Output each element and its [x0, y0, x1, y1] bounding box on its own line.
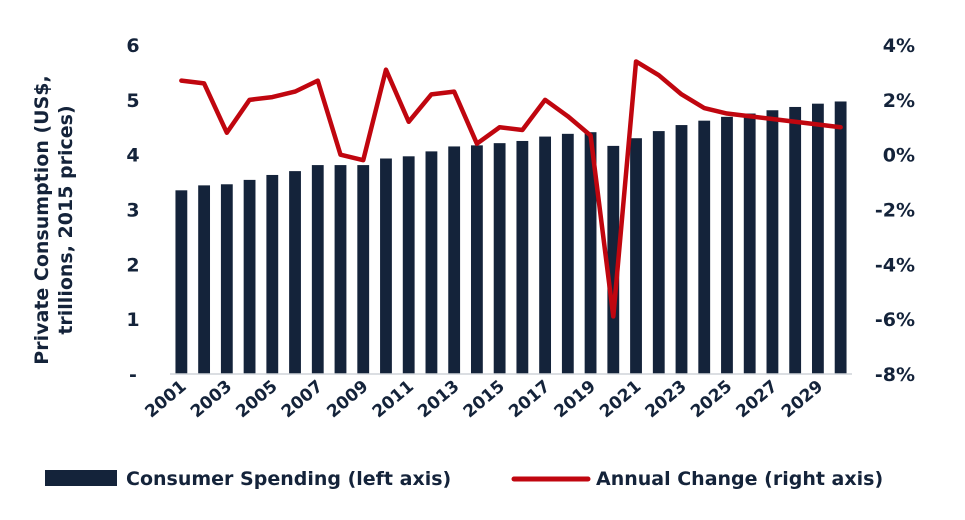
x-tick-label: 2023 — [642, 377, 691, 423]
legend-label-consumer-spending: Consumer Spending (left axis) — [126, 468, 451, 490]
bar-2016 — [516, 140, 529, 374]
x-tick-label: 2017 — [505, 377, 554, 423]
left-axis-ticks: - 1 2 3 4 5 6 — [126, 35, 139, 386]
left-tick-label: 1 — [126, 309, 139, 331]
left-tick-label: 4 — [126, 145, 139, 167]
bar-2014 — [470, 145, 483, 374]
line-series — [179, 59, 843, 319]
left-tick-label: 5 — [126, 90, 139, 112]
bar-2007 — [311, 165, 324, 374]
x-tick-label: 2015 — [460, 377, 509, 423]
bar-2012 — [425, 151, 438, 374]
x-tick-label: 2027 — [733, 377, 782, 423]
right-axis-ticks: -8% -6% -4% -2% 0% 2% 4% — [875, 35, 915, 386]
bar-2008 — [334, 165, 347, 374]
right-tick-label: 0% — [883, 145, 915, 167]
bar-2027 — [766, 110, 779, 374]
bar-2011 — [402, 156, 415, 374]
x-tick-label: 2013 — [414, 377, 463, 423]
bar-2020 — [607, 145, 620, 374]
bar-2009 — [357, 165, 370, 374]
bar-2028 — [789, 106, 802, 375]
left-tick-label: - — [129, 364, 137, 386]
bar-2003 — [220, 184, 233, 374]
bar-2023 — [675, 125, 688, 374]
x-tick-label: 2029 — [778, 377, 827, 423]
legend-swatch-bar — [45, 470, 117, 486]
x-tick-label: 2019 — [551, 377, 600, 423]
x-axis-ticks: 2001200320052007200920112013201520172019… — [141, 377, 827, 423]
left-tick-label: 3 — [126, 200, 139, 222]
annual-change-line — [179, 59, 843, 319]
bar-2022 — [652, 131, 665, 374]
bar-2025 — [721, 116, 733, 374]
bar-2019 — [584, 132, 597, 374]
legend-label-annual-change: Annual Change (right axis) — [596, 468, 883, 490]
bar-2024 — [698, 120, 711, 374]
bar-2006 — [289, 171, 301, 374]
x-tick-label: 2009 — [323, 377, 372, 423]
bar-series — [175, 101, 847, 375]
right-tick-label: -6% — [875, 309, 915, 331]
x-tick-label: 2005 — [232, 377, 281, 423]
bar-2013 — [448, 146, 461, 374]
right-tick-label: -8% — [875, 364, 915, 386]
y-axis-title-line-1: Private Consumption (US$, — [31, 75, 53, 364]
bar-2004 — [243, 179, 256, 374]
bar-2017 — [539, 136, 552, 374]
bar-2021 — [630, 138, 642, 374]
bar-2001 — [175, 190, 188, 374]
x-tick-label: 2007 — [278, 377, 327, 423]
bar-2005 — [266, 174, 279, 374]
x-tick-label: 2003 — [187, 377, 236, 423]
left-tick-label: 6 — [126, 35, 139, 57]
y-axis-title: Private Consumption (US$, trillions, 201… — [31, 75, 77, 364]
legend: Consumer Spending (left axis) Annual Cha… — [45, 468, 883, 490]
right-tick-label: 2% — [883, 90, 915, 112]
right-tick-label: -4% — [875, 254, 915, 276]
bar-2010 — [380, 158, 392, 374]
x-tick-label: 2025 — [687, 377, 736, 423]
y-axis-title-line-2: trillions, 2015 prices) — [55, 105, 77, 334]
bar-2030 — [834, 101, 847, 374]
bar-2029 — [811, 103, 824, 375]
x-tick-label: 2011 — [369, 377, 418, 423]
right-tick-label: 4% — [883, 35, 915, 57]
x-tick-label: 2021 — [596, 377, 645, 423]
left-tick-label: 2 — [126, 254, 139, 276]
x-tick-label: 2001 — [141, 377, 190, 423]
right-tick-label: -2% — [875, 200, 915, 222]
bar-2026 — [743, 113, 756, 374]
bar-2018 — [561, 133, 574, 374]
bar-2015 — [493, 143, 506, 374]
bar-2002 — [198, 185, 211, 374]
